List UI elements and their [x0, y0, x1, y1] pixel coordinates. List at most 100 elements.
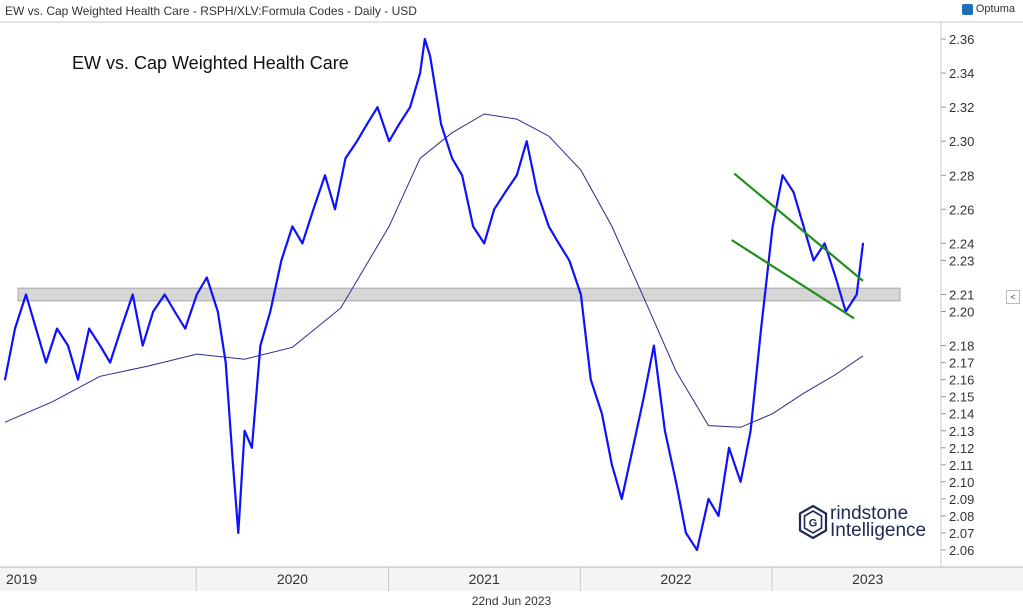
x-tick-label: 2023 — [852, 571, 883, 587]
y-tick-label: 2.23 — [949, 253, 974, 268]
price-point — [728, 446, 730, 449]
price-point — [610, 463, 613, 466]
price-point — [45, 361, 47, 364]
moving-average-line — [4, 113, 864, 428]
y-tick-label: 2.34 — [949, 66, 974, 81]
y-tick-label: 2.32 — [949, 100, 974, 115]
price-point — [675, 480, 677, 483]
price-point — [120, 327, 123, 330]
y-tick-label: 2.16 — [949, 373, 974, 388]
price-point — [237, 532, 240, 534]
hexagon-g-logo-icon: G — [798, 505, 828, 539]
date-stamp: 22nd Jun 2023 — [471, 594, 552, 608]
panel-toggle-button[interactable]: < — [1006, 290, 1020, 304]
price-point — [568, 259, 571, 262]
price-point — [834, 276, 837, 279]
price-point — [324, 174, 326, 177]
price-point — [334, 208, 336, 211]
price-point — [184, 327, 187, 330]
x-tick-label: 2022 — [660, 571, 691, 587]
price-point — [685, 532, 687, 534]
watermark-line2: Intelligence — [830, 520, 927, 541]
price-point — [398, 123, 400, 126]
price-point — [56, 327, 58, 330]
price-point — [99, 344, 101, 347]
price-point — [259, 344, 262, 347]
y-tick-label: 2.24 — [949, 236, 974, 251]
price-point — [195, 293, 198, 296]
price-point — [232, 463, 234, 466]
x-tick-label: 2020 — [277, 571, 308, 587]
chart-header-title: EW vs. Cap Weighted Health Care - RSPH/X… — [5, 4, 417, 18]
price-point — [440, 123, 442, 126]
price-point — [77, 378, 79, 381]
y-tick-label: 2.10 — [949, 475, 974, 490]
price-point — [67, 344, 69, 347]
price-point — [344, 157, 347, 160]
y-tick-label: 2.21 — [949, 288, 974, 303]
price-point — [451, 157, 454, 160]
price-point — [216, 310, 219, 313]
price-point — [88, 327, 90, 330]
price-point — [419, 72, 421, 74]
y-tick-label: 2.13 — [949, 424, 974, 439]
price-point — [823, 242, 826, 245]
price-point — [749, 429, 752, 432]
price-point — [251, 446, 253, 449]
price-point — [14, 327, 16, 330]
price-point — [243, 429, 246, 432]
price-point — [4, 378, 6, 381]
y-tick-label: 2.20 — [949, 305, 974, 320]
price-point — [536, 191, 539, 194]
x-tick-label: 2019 — [6, 571, 37, 587]
brand-label: Optuma — [961, 3, 1015, 15]
watermark-logo-letter: G — [809, 518, 818, 530]
price-point — [224, 361, 227, 364]
y-tick-label: 2.09 — [949, 492, 974, 507]
price-point — [109, 361, 111, 364]
channel-lower-line — [731, 239, 855, 320]
price-point — [301, 242, 304, 245]
price-point — [643, 395, 645, 398]
price-point — [461, 174, 464, 177]
price-point — [855, 293, 858, 296]
price-point — [483, 242, 486, 245]
price-point — [493, 208, 496, 211]
price-point — [781, 174, 784, 177]
price-point — [504, 191, 507, 194]
y-tick-label: 2.28 — [949, 168, 974, 183]
price-point — [423, 38, 426, 40]
price-point — [366, 123, 368, 126]
price-point — [771, 225, 774, 228]
price-point — [557, 242, 560, 245]
price-point — [664, 429, 666, 432]
price-point — [312, 208, 315, 211]
price-point — [760, 327, 762, 330]
y-tick-label: 2.07 — [949, 526, 974, 541]
price-point — [696, 549, 698, 551]
price-point — [707, 497, 710, 500]
y-tick-label: 2.06 — [949, 543, 974, 558]
price-point — [131, 293, 134, 296]
price-point — [792, 191, 795, 194]
price-point — [652, 344, 655, 347]
price-point — [163, 293, 166, 296]
y-tick-label: 2.18 — [949, 339, 974, 354]
price-point — [589, 378, 592, 381]
grindstone-watermark: G rindstone Intelligence — [798, 504, 927, 541]
price-point — [141, 344, 144, 347]
price-point — [802, 225, 805, 228]
y-tick-label: 2.26 — [949, 202, 974, 217]
y-tick-label: 2.36 — [949, 32, 974, 47]
y-tick-label: 2.15 — [949, 390, 974, 405]
price-point — [269, 310, 272, 313]
price-point — [291, 225, 294, 228]
y-tick-label: 2.08 — [949, 509, 974, 524]
x-tick-label: 2021 — [469, 571, 500, 587]
support-band — [17, 287, 901, 302]
price-point — [862, 242, 864, 245]
price-point — [547, 225, 550, 228]
channel-upper-line — [733, 172, 864, 282]
price-point — [812, 259, 815, 262]
